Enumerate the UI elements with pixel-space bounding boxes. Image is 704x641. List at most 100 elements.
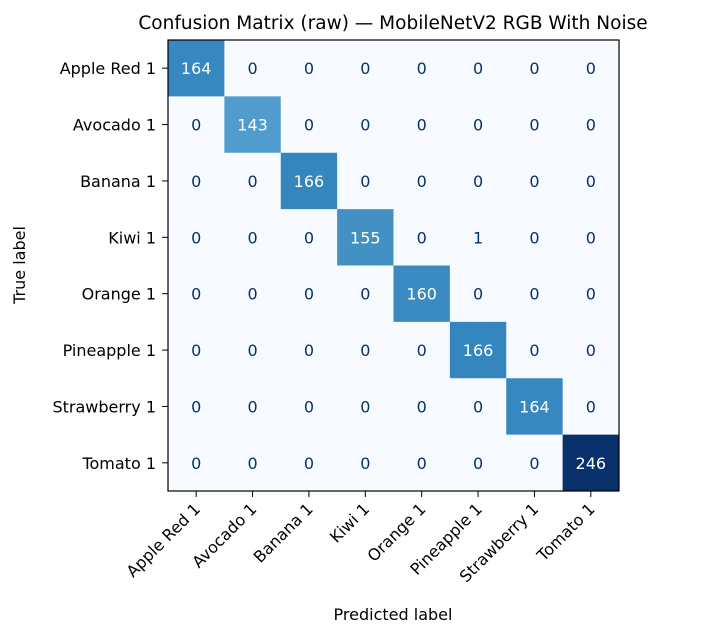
cell-value-label: 0 xyxy=(247,454,257,473)
heatmap-cell xyxy=(449,265,507,323)
heatmap-cell xyxy=(280,40,338,97)
cell-value-label: 0 xyxy=(529,116,539,135)
heatmap-cell xyxy=(393,40,451,97)
heatmap-cell xyxy=(337,209,394,266)
cell-value-label: 0 xyxy=(417,59,427,78)
heatmap-cell xyxy=(449,40,507,97)
cell-value-label: 143 xyxy=(237,116,268,135)
heatmap-cell xyxy=(168,434,225,492)
heatmap-cell xyxy=(280,265,338,323)
heatmap-cell xyxy=(280,321,338,379)
heatmap-cell xyxy=(224,434,282,492)
heatmap-cell xyxy=(506,265,564,323)
cell-value-label: 0 xyxy=(417,454,427,473)
cell-value-label: 0 xyxy=(586,172,596,191)
cell-value-label: 0 xyxy=(529,172,539,191)
cell-value-label: 0 xyxy=(247,397,257,416)
cell-value-label: 0 xyxy=(586,285,596,304)
cell-value-label: 0 xyxy=(304,116,314,135)
cell-value-label: 0 xyxy=(417,228,427,247)
heatmap-cell xyxy=(393,152,451,210)
cell-value-label: 0 xyxy=(191,285,201,304)
cell-value-label: 166 xyxy=(294,172,325,191)
cell-value-label: 0 xyxy=(586,228,596,247)
heatmap-cell xyxy=(337,434,394,492)
cell-value-label: 0 xyxy=(360,172,370,191)
heatmap-cell xyxy=(562,378,620,436)
cell-value-label: 0 xyxy=(360,454,370,473)
heatmap-cell xyxy=(337,152,394,210)
cell-value-label: 0 xyxy=(417,341,427,360)
cell-value-label: 160 xyxy=(406,285,437,304)
heatmap-cell xyxy=(224,378,282,436)
cell-value-label: 0 xyxy=(191,228,201,247)
cell-value-label: 0 xyxy=(191,454,201,473)
heatmap-cell xyxy=(168,152,225,210)
heatmap-cell xyxy=(168,40,225,97)
y-tick-label: Orange 1 xyxy=(82,285,156,304)
cell-value-label: 0 xyxy=(473,454,483,473)
heatmap-cell xyxy=(337,265,394,323)
cell-value-label: 0 xyxy=(304,397,314,416)
cell-value-label: 0 xyxy=(586,116,596,135)
y-tick-label: Strawberry 1 xyxy=(52,397,156,416)
cell-value-label: 0 xyxy=(360,116,370,135)
cell-value-label: 0 xyxy=(304,285,314,304)
heatmap-cell xyxy=(506,152,564,210)
heatmap-cell xyxy=(337,96,394,154)
cell-value-label: 0 xyxy=(360,397,370,416)
heatmap-cell xyxy=(224,152,282,210)
cell-value-label: 164 xyxy=(519,397,550,416)
heatmap-cell xyxy=(393,378,451,436)
y-tick-label: Kiwi 1 xyxy=(108,228,156,247)
heatmap-cell xyxy=(168,321,225,379)
heatmap-cell xyxy=(562,265,620,323)
cell-value-label: 0 xyxy=(191,341,201,360)
heatmap-cell xyxy=(337,321,394,379)
heatmap-cell xyxy=(393,434,451,492)
heatmap-cell xyxy=(562,321,620,379)
heatmap-cell xyxy=(280,152,338,210)
heatmap-cell xyxy=(562,209,620,266)
cell-value-label: 0 xyxy=(529,228,539,247)
cell-value-label: 0 xyxy=(529,454,539,473)
heatmap-cell xyxy=(449,96,507,154)
cell-value-label: 0 xyxy=(417,172,427,191)
cell-value-label: 0 xyxy=(473,172,483,191)
cell-value-label: 0 xyxy=(304,59,314,78)
y-tick-label: Avocado 1 xyxy=(73,116,156,135)
x-axis-label: Predicted label xyxy=(334,605,453,624)
heatmap-cell xyxy=(393,209,451,266)
cell-value-label: 0 xyxy=(473,285,483,304)
heatmap-cell xyxy=(562,152,620,210)
cell-value-label: 0 xyxy=(304,454,314,473)
cell-value-label: 0 xyxy=(304,228,314,247)
cell-value-label: 0 xyxy=(473,59,483,78)
cell-value-label: 0 xyxy=(191,172,201,191)
cell-value-label: 0 xyxy=(586,341,596,360)
chart-title: Confusion Matrix (raw) — MobileNetV2 RGB… xyxy=(138,13,647,34)
heatmap-cells: 164 0 0 0 0 0 0 0 0 143 0 0 0 0 0 0 0 0 166 0 0 0 0 0 0 0 0 155 0 1 0 0… xyxy=(168,40,620,492)
heatmap-cell xyxy=(393,96,451,154)
heatmap-cell xyxy=(280,96,338,154)
x-tick-label: Kiwi 1 xyxy=(326,499,373,546)
heatmap-cell xyxy=(562,40,620,97)
heatmap-cell xyxy=(506,209,564,266)
x-tick-label: Banana 1 xyxy=(250,499,317,566)
heatmap-cell xyxy=(393,265,451,323)
cell-value-label: 0 xyxy=(417,397,427,416)
heatmap-cell xyxy=(280,434,338,492)
heatmap-cell xyxy=(168,265,225,323)
y-tick-label: Pineapple 1 xyxy=(63,341,156,360)
heatmap-cell xyxy=(224,40,282,97)
cell-value-label: 0 xyxy=(586,59,596,78)
cell-value-label: 0 xyxy=(247,341,257,360)
y-axis-label: True label xyxy=(10,226,29,305)
heatmap-cell xyxy=(506,378,564,436)
heatmap-cell xyxy=(224,265,282,323)
cell-value-label: 0 xyxy=(529,59,539,78)
cell-value-label: 166 xyxy=(463,341,494,360)
cell-value-label: 0 xyxy=(473,116,483,135)
